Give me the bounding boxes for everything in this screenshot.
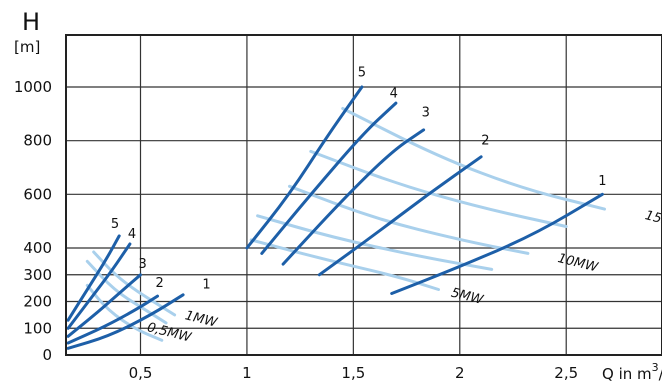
y-axis-unit: [m] [14,38,40,56]
y-tick-label: 0 [42,346,52,364]
turbine-curve-label: 4 [128,227,136,242]
plot-area [66,35,662,355]
x-axis-title-sup: 3 [652,361,659,374]
turbine-curve-4 [66,242,132,330]
x-tick-label: 2,5 [554,364,578,382]
turbine-curve-5 [245,85,364,250]
turbine-curve-label: 3 [138,257,146,272]
x-tick-label: 2 [455,364,465,382]
turbine-curve-label: 4 [390,87,398,102]
ticks: 0,5 1 1,5 2 2,5 0 100 200 300 400 600 800 1000 [14,78,578,382]
y-axis-title: H [22,8,40,36]
y-tick-label: 1000 [14,78,52,96]
y-tick-label: 800 [23,132,52,150]
y-tick-label: 300 [23,266,52,284]
x-tick-label: 1 [242,364,252,382]
turbine-curve-3 [281,128,426,266]
y-tick-label: 100 [23,319,52,337]
turbine-curve-label: 2 [156,276,164,291]
y-tick-label: 400 [23,239,52,257]
turbine-curve-2 [317,155,483,277]
power-curve [85,283,164,342]
y-tick-label: 600 [23,185,52,203]
turbine-curve-label: 5 [358,65,366,80]
y-tick-label: 200 [23,293,52,311]
turbine-curve-1 [390,192,604,295]
plot-frame [65,34,662,356]
power-curve [341,107,606,211]
turbine-curve-label: 1 [202,278,210,293]
x-axis-title: Q in m3/s [602,361,662,383]
turbine-curve-label: 5 [111,217,119,232]
x-axis-title-prefix: Q in m [602,365,652,383]
turbine-curves [66,85,604,350]
turbine-curve-label: 3 [422,106,430,121]
x-axis-title-suffix: /s [659,365,662,383]
turbine-curve-5 [66,234,121,322]
power-curve [249,238,440,291]
turbine-curve-2 [66,294,159,345]
turbine-curve-label: 2 [481,134,489,149]
x-tick-label: 0,5 [129,364,153,382]
turbine-curve-label: 1 [598,174,606,189]
turbine-curve-3 [66,273,142,338]
turbine-curve-1 [66,293,185,350]
x-tick-label: 1,5 [341,364,365,382]
power-curve [288,184,530,255]
turbine-curve-4 [260,101,398,255]
power-curve [309,149,568,228]
grid [66,35,662,355]
